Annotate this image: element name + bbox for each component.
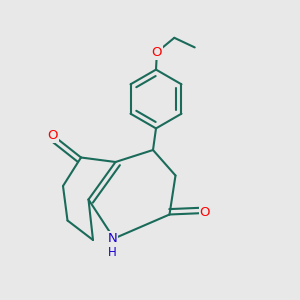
Text: N: N (108, 232, 117, 245)
Text: H: H (108, 246, 117, 259)
Text: O: O (200, 206, 210, 220)
Text: O: O (47, 128, 58, 142)
Text: O: O (152, 46, 162, 59)
